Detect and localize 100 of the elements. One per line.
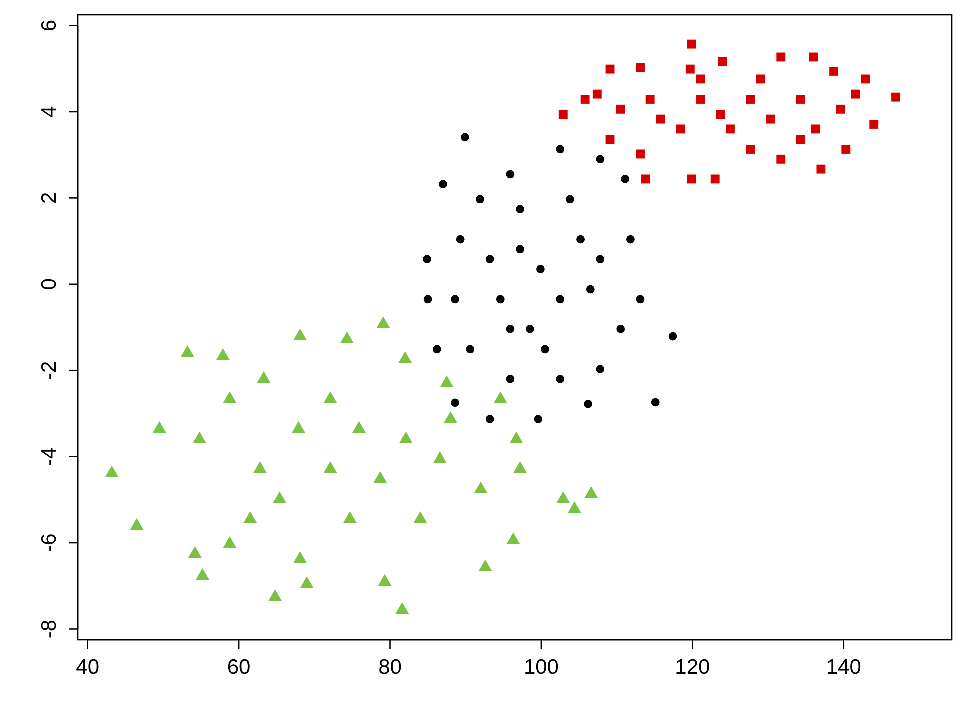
point [556,145,565,154]
point [460,133,470,142]
point [816,164,826,174]
y-tick-label: 2 [38,192,61,204]
point [506,375,515,384]
point [796,95,806,104]
y-tick-label: -8 [38,620,61,639]
point [257,371,271,384]
point [324,461,338,474]
point [424,295,432,304]
point [566,195,574,204]
point [556,492,570,504]
point [486,415,494,424]
point [223,392,237,404]
point [646,95,655,104]
point [188,546,202,558]
point [352,421,366,434]
point [586,285,595,294]
point [374,471,388,484]
point [273,492,287,504]
point [796,135,806,144]
point [324,392,338,404]
point [376,316,390,328]
point [809,52,818,62]
point [576,235,585,244]
point [516,205,524,214]
point [423,255,432,264]
point [192,432,207,444]
point [596,255,605,264]
point [474,482,488,494]
point [396,602,410,614]
point [870,120,879,129]
point [636,63,645,72]
point [244,511,258,524]
point [616,325,626,334]
point [656,114,666,124]
point [668,332,678,341]
point [451,398,460,408]
y-tick-label: 6 [38,20,61,32]
point [399,432,413,444]
point [432,345,442,354]
point [852,90,860,99]
point [842,145,851,154]
point [440,376,454,388]
point [130,518,144,530]
point [456,235,465,244]
point [776,154,786,164]
point [651,398,660,407]
point [506,325,515,334]
point [726,124,735,134]
point [641,174,650,184]
point [584,400,593,408]
point [105,466,119,478]
y-tick-label: -2 [38,361,61,380]
point [534,415,543,424]
point [606,64,615,74]
point [716,110,726,120]
point [300,576,314,588]
point [536,265,545,274]
point [568,502,582,514]
y-tick-label: 0 [38,278,61,290]
point [892,92,901,102]
point [466,345,475,354]
point [496,295,505,304]
point [696,74,706,84]
point [526,325,534,334]
point [556,375,565,384]
point [626,235,635,244]
point [444,411,458,424]
point [292,421,306,434]
point [861,74,870,84]
point [343,511,357,524]
y-tick-label: -6 [38,534,61,552]
point [398,352,412,364]
point [696,95,706,104]
point [340,332,354,344]
x-tick-label: 140 [826,656,862,679]
point [584,486,598,498]
point [596,155,605,164]
point [556,295,565,304]
point [830,66,839,76]
x-tick-label: 80 [378,656,402,679]
point [686,64,695,74]
point [253,461,268,474]
point [433,452,447,464]
point [811,124,820,134]
point [476,195,484,204]
point [636,295,645,304]
point [710,174,720,184]
y-tick-label: -4 [38,447,61,466]
point [541,345,550,354]
point [636,150,645,159]
point [606,135,615,144]
x-tick-label: 60 [227,656,251,679]
point [506,532,520,544]
point [756,74,766,84]
point [513,461,528,474]
point [558,110,568,120]
point [478,560,492,572]
point [293,328,308,340]
